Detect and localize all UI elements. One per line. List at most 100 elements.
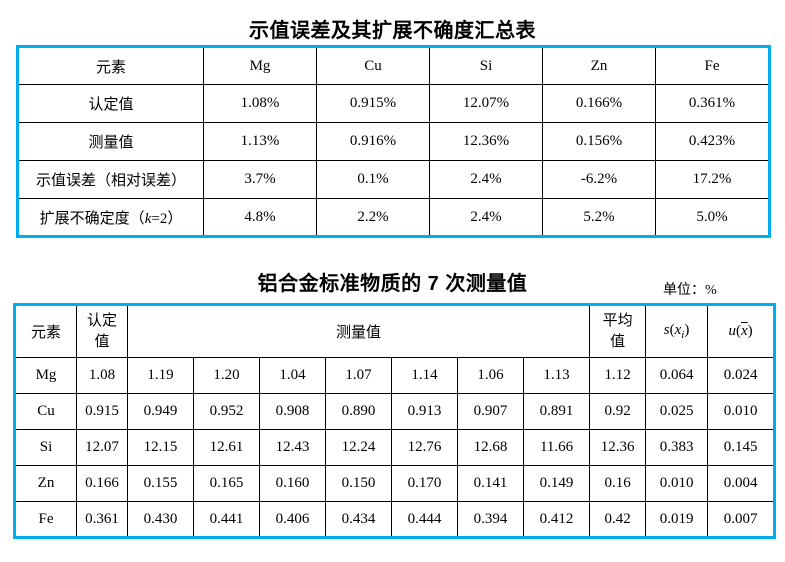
measurement-cell: 12.61 bbox=[193, 429, 260, 466]
table-cell: -6.2% bbox=[542, 160, 656, 199]
table-cell: 4.8% bbox=[203, 198, 317, 237]
measurement-cell: 0.913 bbox=[391, 393, 458, 430]
measurement-cell: 1.06 bbox=[457, 357, 524, 394]
measurement-cell: 12.24 bbox=[325, 429, 392, 466]
unit-label: 单位：% bbox=[663, 283, 717, 298]
x-symbol: x bbox=[674, 322, 682, 338]
measurement-cell: 0.155 bbox=[127, 465, 194, 502]
table-cell: 2.4% bbox=[429, 160, 543, 199]
table-cell: 0.156% bbox=[542, 122, 656, 161]
measurement-cell: 0.444 bbox=[391, 501, 458, 538]
row-label: 测量值 bbox=[17, 122, 204, 161]
table-cell: 1.13% bbox=[203, 122, 317, 161]
table-header-row: 元素 认定 值 测量值 平均 值 s(xi) u(x) bbox=[14, 304, 776, 358]
certified-cell: 0.915 bbox=[76, 393, 128, 430]
summary-table-title: 示值误差及其扩展不确度汇总表 bbox=[249, 20, 536, 42]
paren: ( bbox=[735, 323, 741, 339]
measurements-table: 元素 认定 值 测量值 平均 值 s(xi) u(x) Mg 1.08 1.19… bbox=[13, 303, 777, 539]
measurement-cell: 0.149 bbox=[522, 465, 591, 502]
paren: ) bbox=[747, 323, 753, 339]
table-row-fe: Fe 0.361 0.430 0.441 0.406 0.434 0.444 0… bbox=[14, 501, 776, 538]
column-header-element: 元素 bbox=[14, 304, 77, 358]
std-dev-cell: 0.025 bbox=[645, 393, 709, 430]
measurement-cell: 12.68 bbox=[457, 429, 524, 466]
row-label: 扩展不确定度（k=2） bbox=[17, 198, 204, 237]
paren: ( bbox=[669, 322, 675, 338]
element-cell: Si bbox=[14, 429, 77, 466]
table-row-measured: 测量值 1.13% 0.916% 12.36% 0.156% 0.423% bbox=[17, 122, 770, 161]
row-label-text: 扩展不确定度（ bbox=[39, 210, 145, 227]
table-cell: 5.0% bbox=[655, 198, 770, 237]
mean-cell: 0.16 bbox=[589, 465, 647, 502]
std-dev-cell: 0.010 bbox=[645, 465, 709, 502]
measurement-cell: 1.19 bbox=[127, 357, 194, 394]
uncertainty-cell: 0.024 bbox=[707, 357, 776, 394]
measurement-cell: 0.891 bbox=[522, 393, 591, 430]
table-row-si: Si 12.07 12.15 12.61 12.43 12.24 12.76 1… bbox=[14, 429, 776, 466]
element-cell: Zn bbox=[14, 465, 77, 502]
measurement-cell: 1.13 bbox=[522, 357, 591, 394]
x-bar-symbol: x bbox=[740, 323, 748, 339]
measurement-cell: 0.160 bbox=[259, 465, 326, 502]
measurements-table-title: 铝合金标准物质的 7 次测量值 bbox=[257, 273, 528, 295]
measurement-cell: 12.43 bbox=[259, 429, 326, 466]
std-dev-cell: 0.383 bbox=[645, 429, 709, 466]
std-dev-cell: 0.064 bbox=[645, 357, 709, 394]
measurement-cell: 0.908 bbox=[259, 393, 326, 430]
column-header-cu: Cu bbox=[316, 46, 430, 85]
measurement-cell: 0.441 bbox=[193, 501, 260, 538]
mean-cell: 12.36 bbox=[589, 429, 647, 466]
column-header-element: 元素 bbox=[17, 46, 204, 85]
table-cell: 5.2% bbox=[542, 198, 656, 237]
table-row-zn: Zn 0.166 0.155 0.165 0.160 0.150 0.170 0… bbox=[14, 465, 776, 502]
std-dev-cell: 0.019 bbox=[645, 501, 709, 538]
measurement-cell: 1.14 bbox=[391, 357, 458, 394]
table-cell: 2.4% bbox=[429, 198, 543, 237]
measurement-cell: 1.07 bbox=[325, 357, 392, 394]
measurement-cell: 0.890 bbox=[325, 393, 392, 430]
measurement-cell: 1.04 bbox=[259, 357, 326, 394]
measurement-cell: 0.406 bbox=[259, 501, 326, 538]
subscript-i: i bbox=[681, 329, 685, 341]
measurement-cell: 12.15 bbox=[127, 429, 194, 466]
measurement-cell: 0.394 bbox=[457, 501, 524, 538]
table-cell: 17.2% bbox=[655, 160, 770, 199]
paren: ) bbox=[684, 322, 690, 338]
table-row-certified: 认定值 1.08% 0.915% 12.07% 0.166% 0.361% bbox=[17, 84, 770, 123]
measurement-cell: 0.434 bbox=[325, 501, 392, 538]
uncertainty-cell: 0.004 bbox=[707, 465, 776, 502]
mean-cell: 1.12 bbox=[589, 357, 647, 394]
table-cell: 0.166% bbox=[542, 84, 656, 123]
table-row-expanded-uncertainty: 扩展不确定度（k=2） 4.8% 2.2% 2.4% 5.2% 5.0% bbox=[17, 198, 770, 237]
measurement-cell: 0.907 bbox=[457, 393, 524, 430]
element-cell: Fe bbox=[14, 501, 77, 538]
measurement-cell: 0.141 bbox=[457, 465, 524, 502]
column-header-mg: Mg bbox=[203, 46, 317, 85]
table-row-cu: Cu 0.915 0.949 0.952 0.908 0.890 0.913 0… bbox=[14, 393, 776, 430]
column-header-measured: 测量值 bbox=[126, 304, 591, 358]
summary-table: 元素 Mg Cu Si Zn Fe 认定值 1.08% 0.915% 12.07… bbox=[16, 45, 771, 238]
column-header-uncertainty: u(x) bbox=[707, 304, 776, 358]
certified-cell: 0.166 bbox=[76, 465, 128, 502]
table-header-row: 元素 Mg Cu Si Zn Fe bbox=[17, 46, 770, 85]
header-line: 值 bbox=[94, 333, 110, 350]
column-header-mean: 平均 值 bbox=[589, 304, 647, 358]
u-symbol: u bbox=[728, 323, 736, 339]
measurement-cell: 0.949 bbox=[127, 393, 194, 430]
measurement-cell: 0.150 bbox=[325, 465, 392, 502]
measurement-cell: 0.170 bbox=[391, 465, 458, 502]
header-line: 平均 bbox=[602, 313, 633, 330]
measurement-cell: 0.165 bbox=[193, 465, 260, 502]
table-cell: 0.361% bbox=[655, 84, 770, 123]
row-label: 认定值 bbox=[17, 84, 204, 123]
column-header-si: Si bbox=[429, 46, 543, 85]
header-line: 值 bbox=[610, 333, 626, 350]
header-line: 认定 bbox=[86, 313, 117, 330]
column-header-fe: Fe bbox=[655, 46, 770, 85]
table-cell: 3.7% bbox=[203, 160, 317, 199]
uncertainty-cell: 0.007 bbox=[707, 501, 776, 538]
table-cell: 0.915% bbox=[316, 84, 430, 123]
mean-cell: 0.92 bbox=[589, 393, 647, 430]
table-cell: 2.2% bbox=[316, 198, 430, 237]
